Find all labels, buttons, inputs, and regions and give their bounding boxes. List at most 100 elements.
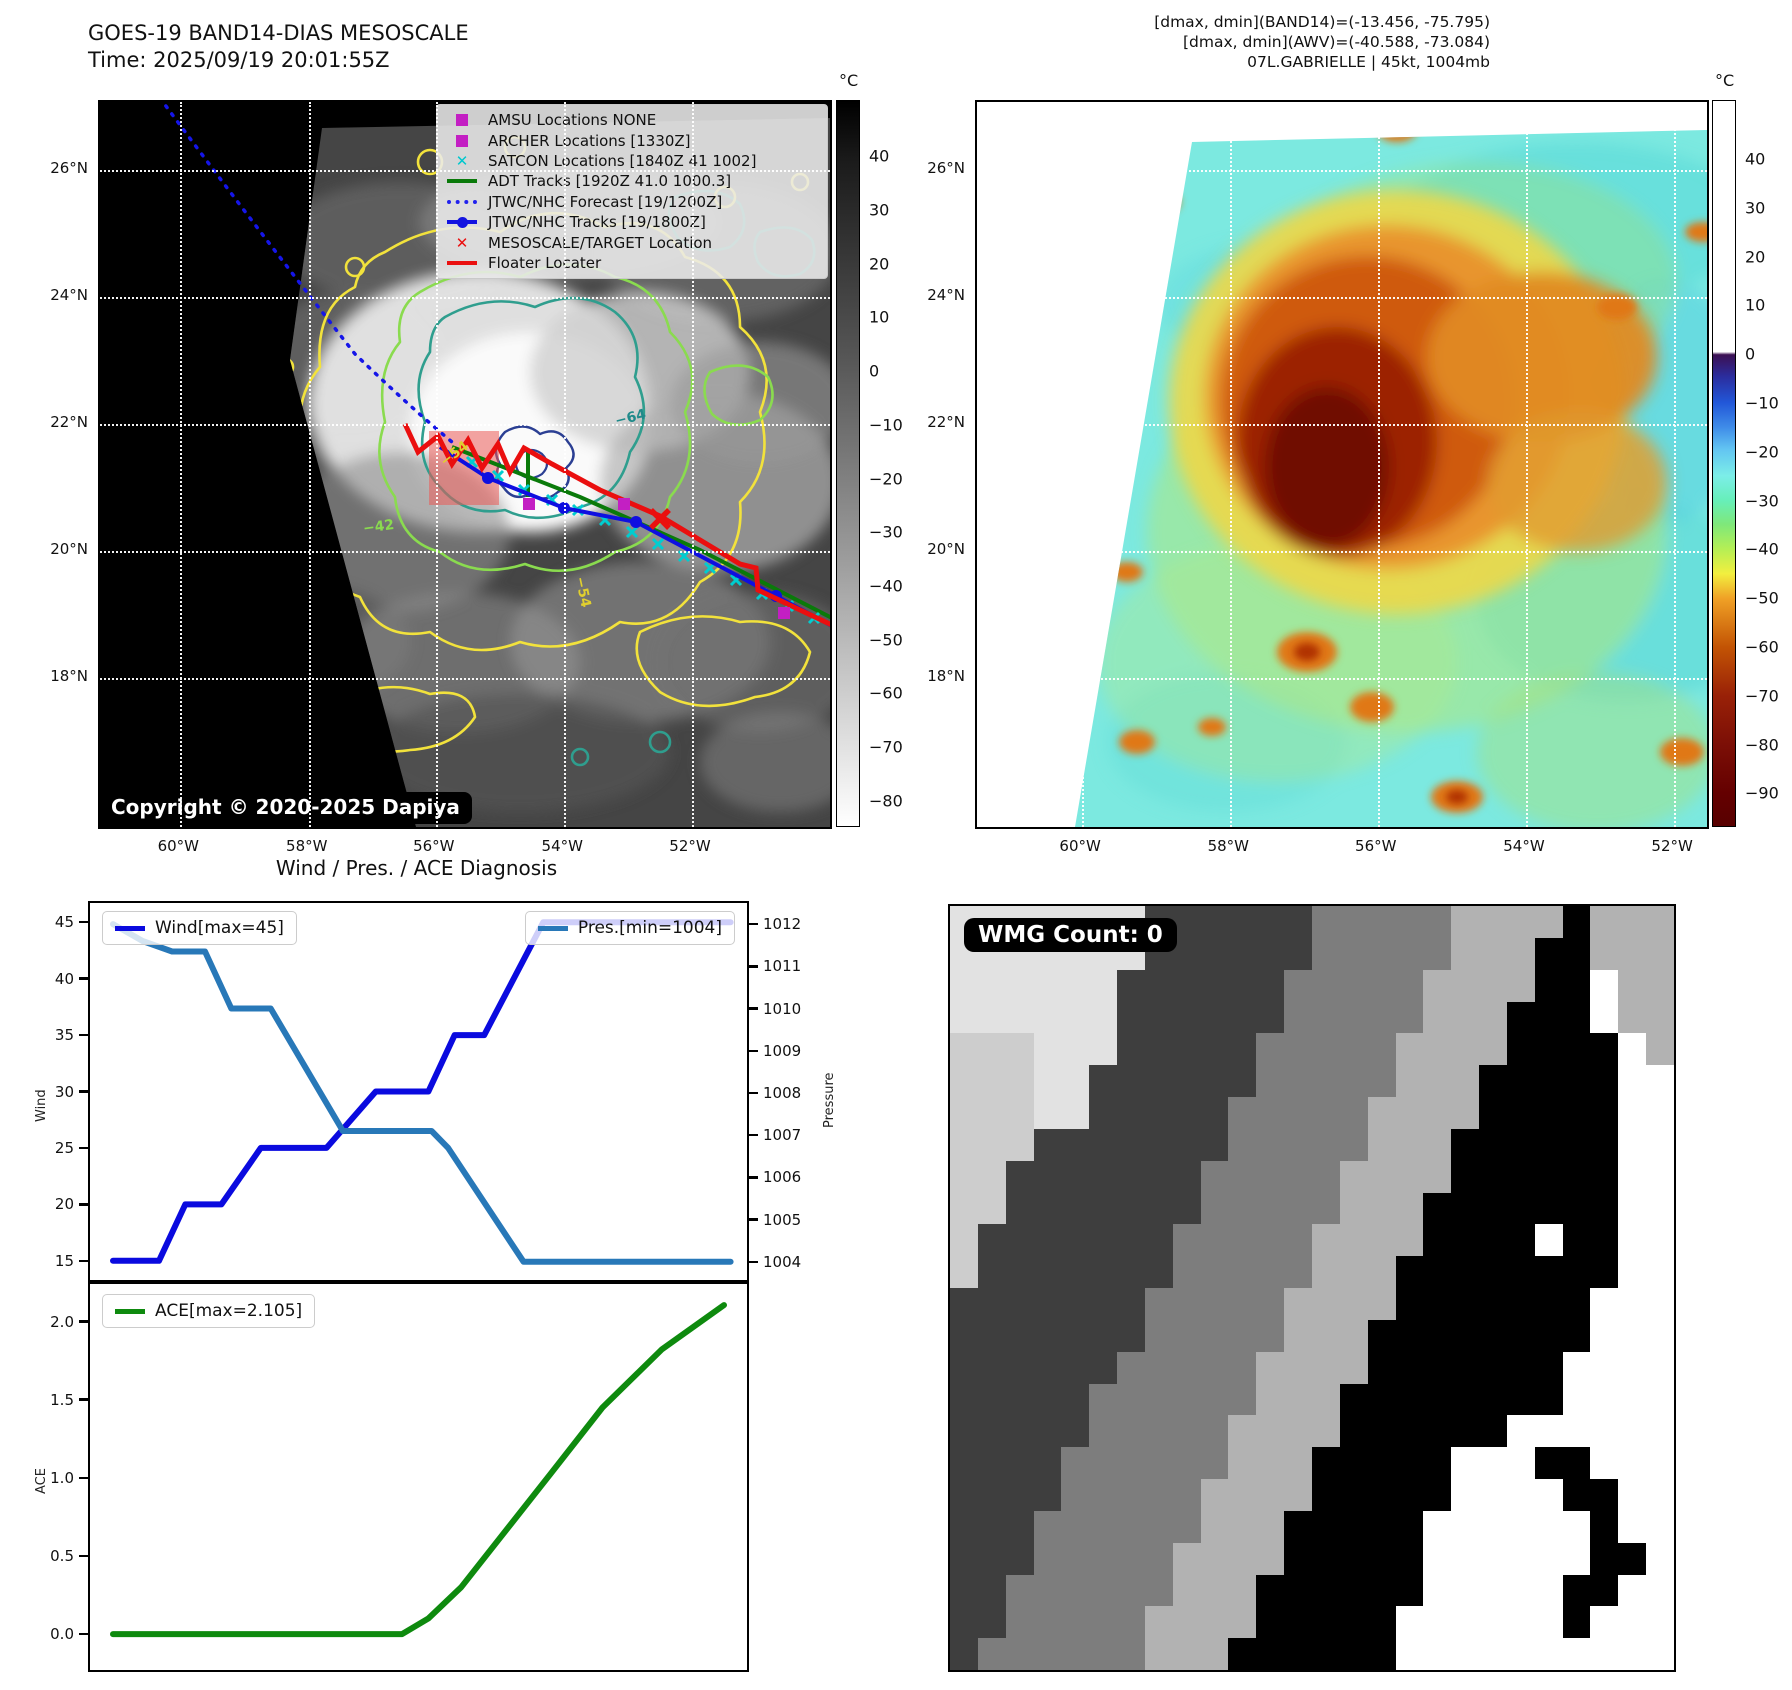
wmg-cell xyxy=(950,1160,978,1193)
grid-line-lon xyxy=(1674,102,1677,827)
wmg-cell xyxy=(1562,1160,1591,1193)
wmg-cell xyxy=(1367,906,1396,938)
wmg-cell xyxy=(1200,1542,1229,1575)
wmg-cell xyxy=(1005,1415,1034,1448)
wmg-cell xyxy=(1506,1033,1535,1066)
wmg-cell xyxy=(1200,1479,1229,1511)
wmg-cell xyxy=(1311,1065,1340,1097)
wmg-cell xyxy=(1089,1065,1118,1097)
wmg-cell xyxy=(1005,1288,1034,1320)
colorbar-tick-label: −30 xyxy=(1745,491,1779,511)
wmg-cell xyxy=(1061,1192,1090,1225)
wmg-cell xyxy=(1256,1033,1285,1066)
wmg-cell xyxy=(1534,1097,1563,1129)
wmg-cell xyxy=(1200,1415,1229,1448)
wmg-cell xyxy=(1562,1192,1591,1225)
wind-pressure-chart: Wind[max=45] Pres.[min=1004] 15 20 25 30 35 4… xyxy=(55,901,801,1282)
wmg-cell xyxy=(1061,1574,1090,1607)
wmg-cell xyxy=(977,1638,1006,1670)
legend-item-label: SATCON Locations [1840Z 41 1002] xyxy=(488,151,757,170)
storm-stats-block: [dmax, dmin](BAND14)=(-13.456, -75.795) … xyxy=(1154,12,1490,72)
wmg-cell xyxy=(1200,906,1229,938)
wmg-cell xyxy=(1144,1383,1173,1416)
wmg-cell xyxy=(1479,1606,1507,1639)
wmg-cell xyxy=(1284,1383,1312,1416)
wmg-cell xyxy=(1423,1001,1452,1034)
wmg-cell xyxy=(1423,1638,1452,1670)
y-tick-label-left: 15 xyxy=(55,1252,88,1270)
wmg-cell xyxy=(1172,1160,1201,1193)
wmg-cell xyxy=(1506,1542,1535,1575)
wmg-cell xyxy=(1256,1638,1285,1670)
wmg-cell xyxy=(1367,1128,1396,1161)
wmg-cell xyxy=(1367,1510,1396,1543)
grid-line-lon xyxy=(692,102,695,827)
wmg-cell xyxy=(1033,1065,1062,1097)
wmg-cell xyxy=(1172,1542,1201,1575)
wmg-cell xyxy=(1562,1097,1591,1129)
wmg-cell xyxy=(1451,1510,1480,1543)
wmg-cell xyxy=(1423,1224,1452,1257)
colorbar-tick-label: 0 xyxy=(1745,344,1756,364)
wmg-cell xyxy=(1172,969,1201,1002)
wmg-cell xyxy=(1451,906,1480,938)
wmg-cell xyxy=(1506,1192,1535,1225)
wmg-cell xyxy=(1367,1351,1396,1384)
wmg-cell xyxy=(1089,1510,1118,1543)
wmg-cell xyxy=(1562,1128,1591,1161)
wmg-cell xyxy=(1506,1065,1535,1097)
colorbar-tick-label: −10 xyxy=(869,415,903,435)
wmg-cell xyxy=(1618,1415,1647,1448)
wmg-cell xyxy=(1562,1606,1591,1639)
awv-map xyxy=(975,100,1709,829)
wmg-cell xyxy=(1562,1638,1591,1670)
grid-line-lat xyxy=(100,170,830,173)
wmg-cell xyxy=(1089,1192,1118,1225)
wmg-cell xyxy=(1367,1256,1396,1288)
wmg-cell xyxy=(1534,1479,1563,1511)
wind-line-swatch xyxy=(115,925,145,931)
wmg-cell xyxy=(1089,1638,1118,1670)
wmg-cell xyxy=(1256,1001,1285,1034)
wmg-cell xyxy=(1256,1510,1285,1543)
wmg-cell xyxy=(1339,1001,1368,1034)
wmg-cell xyxy=(1144,1479,1173,1511)
wmg-cell xyxy=(1117,1192,1145,1225)
wmg-cell xyxy=(1646,1638,1674,1670)
wmg-cell xyxy=(1395,1160,1424,1193)
grid-line-lat xyxy=(977,297,1707,300)
wmg-cell xyxy=(1506,1001,1535,1034)
wmg-cell xyxy=(1367,1542,1396,1575)
y-tick-label-right: 1004 xyxy=(749,1253,801,1271)
timestamp: Time: 2025/09/19 20:01:55Z xyxy=(88,48,390,72)
legend-item: Floater Locater xyxy=(445,253,819,273)
grid-line-lon xyxy=(180,102,183,827)
wmg-cell xyxy=(1423,1256,1452,1288)
wmg-cell xyxy=(1117,1510,1145,1543)
colorbar-tick-label: −80 xyxy=(1745,735,1779,755)
wmg-cell xyxy=(1144,1574,1173,1607)
wmg-cell xyxy=(1618,1288,1647,1320)
wmg-cell xyxy=(1061,969,1090,1002)
legend-item: ADT Tracks [1920Z 41.0 1000.3] xyxy=(445,171,819,191)
wmg-cell xyxy=(1479,1638,1507,1670)
wmg-cell xyxy=(1172,1447,1201,1479)
wmg-cell xyxy=(1451,969,1480,1002)
wmg-cell xyxy=(950,1606,978,1639)
wmg-cell xyxy=(1256,906,1285,938)
wmg-cell xyxy=(1117,1224,1145,1257)
wmg-cell xyxy=(1200,1065,1229,1097)
wmg-cell xyxy=(977,1479,1006,1511)
wind-pressure-plot xyxy=(110,919,734,1265)
y-tick-label-left: 0.5 xyxy=(50,1547,88,1565)
lon-tick-label: 60°W xyxy=(157,837,200,855)
wmg-cell xyxy=(1423,1447,1452,1479)
wmg-cell xyxy=(1423,1542,1452,1575)
wmg-cell xyxy=(1033,1606,1062,1639)
wmg-cell xyxy=(1534,1033,1563,1066)
wind-axis-label: Wind xyxy=(34,1089,49,1122)
wmg-cell xyxy=(1367,937,1396,970)
wmg-cell xyxy=(1200,1351,1229,1384)
wmg-cell xyxy=(1395,906,1424,938)
wmg-cell xyxy=(1228,1574,1257,1607)
